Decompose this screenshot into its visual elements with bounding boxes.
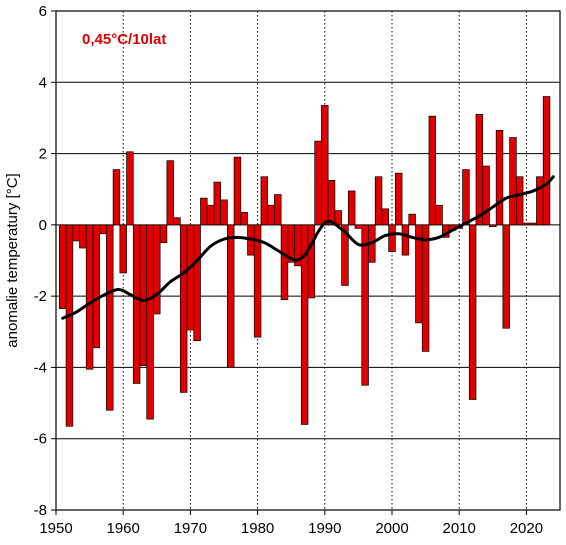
anomaly-bar — [401, 224, 410, 256]
x-tick-label: 2000 — [375, 520, 408, 537]
x-tick-labels: 1950 1960 1970 1980 1990 2000 2010 2020 — [39, 520, 543, 537]
anomaly-bar — [85, 224, 94, 370]
anomaly-bar — [388, 224, 396, 252]
anomaly-bar — [361, 224, 369, 386]
anomaly-bar — [374, 176, 383, 226]
anomaly-bar — [139, 224, 148, 366]
anomaly-bar — [65, 224, 74, 427]
anomaly-bar — [502, 224, 510, 329]
anomaly-bar — [166, 160, 174, 226]
x-tick-label: 1990 — [308, 520, 341, 537]
anomaly-bar — [280, 224, 289, 301]
anomaly-bar — [327, 179, 336, 226]
anomaly-bar — [220, 199, 228, 226]
anomaly-bar — [119, 224, 127, 274]
anomaly-bar — [146, 224, 154, 420]
anomaly-bar — [529, 222, 537, 226]
x-tick-label: 1960 — [107, 520, 140, 537]
anomaly-bar — [59, 224, 67, 309]
x-tick-label: 1980 — [241, 520, 274, 537]
anomaly-bar — [515, 176, 524, 226]
anomaly-bar — [132, 224, 141, 384]
x-tick-label: 2010 — [443, 520, 476, 537]
anomaly-bar — [72, 224, 80, 242]
plot-frame — [55, 10, 561, 511]
anomaly-bar — [509, 137, 517, 226]
anomaly-bar — [314, 140, 322, 226]
anomaly-bar — [267, 204, 275, 226]
anomaly-bar — [435, 204, 443, 226]
anomaly-bars — [59, 96, 551, 427]
anomaly-bar — [482, 165, 490, 226]
trend-line-group — [61, 175, 555, 320]
anomaly-bar — [260, 176, 269, 226]
anomaly-bar — [307, 224, 316, 299]
y-tick-labels: -8 -6 -4 -2 0 2 4 6 — [34, 3, 47, 519]
x-tick-label: 2020 — [510, 520, 543, 537]
anomaly-bar — [159, 224, 168, 244]
anomaly-bar — [395, 172, 403, 226]
anomaly-bar — [421, 224, 430, 352]
anomaly-bar — [79, 224, 87, 249]
anomaly-bar — [274, 194, 282, 226]
axis-ticks — [51, 10, 527, 515]
anomaly-bar — [536, 176, 544, 226]
trend-annotation: 0,45°C/10lat — [82, 31, 166, 48]
y-tick-label: 0 — [39, 217, 47, 234]
anomaly-bar — [475, 114, 484, 226]
anomaly-bar — [321, 105, 329, 226]
anomaly-bar — [186, 224, 195, 331]
anomaly-bar — [495, 130, 504, 226]
anomaly-bar — [542, 96, 551, 226]
anomaly-bar — [112, 169, 121, 226]
anomaly-bar — [179, 224, 188, 393]
anomaly-bar — [341, 224, 349, 286]
anomaly-bar — [227, 224, 235, 368]
anomaly-bar — [300, 224, 309, 425]
y-tick-label: 4 — [39, 74, 47, 91]
anomaly-bar — [468, 224, 477, 400]
anomaly-bar — [173, 217, 181, 226]
anomaly-bar — [489, 224, 497, 227]
trend-line — [61, 175, 555, 320]
anomaly-bar — [334, 210, 342, 226]
y-tick-label: -2 — [34, 288, 47, 305]
anomaly-bar — [106, 224, 114, 411]
anomaly-bar — [206, 204, 215, 226]
anomaly-bar — [153, 224, 161, 315]
anomaly-bar — [522, 222, 531, 226]
y-axis-label: anomalie temperatury [°C] — [4, 173, 21, 347]
anomaly-bar — [428, 115, 437, 226]
anomaly-bar — [126, 151, 134, 226]
x-tick-label: 1970 — [174, 520, 207, 537]
anomaly-bar — [233, 156, 242, 226]
y-tick-label: -6 — [34, 431, 47, 448]
anomaly-bar — [193, 224, 201, 342]
y-tick-label: 2 — [39, 146, 47, 163]
anomaly-bar — [381, 208, 389, 226]
anomaly-bar — [99, 224, 107, 235]
anomaly-bar — [408, 213, 416, 226]
anomaly-bar — [200, 197, 208, 226]
anomaly-bar — [347, 190, 356, 226]
y-tick-label: -8 — [34, 502, 47, 519]
anomaly-bar — [92, 224, 101, 349]
anomaly-bar — [213, 181, 221, 226]
anomaly-bar — [462, 169, 470, 226]
x-tick-label: 1950 — [39, 520, 72, 537]
y-tick-label: -4 — [34, 359, 47, 376]
y-tick-label: 6 — [39, 3, 47, 20]
anomaly-bar — [354, 224, 363, 229]
anomaly-bar — [240, 212, 248, 226]
anomaly-bar — [253, 224, 262, 338]
